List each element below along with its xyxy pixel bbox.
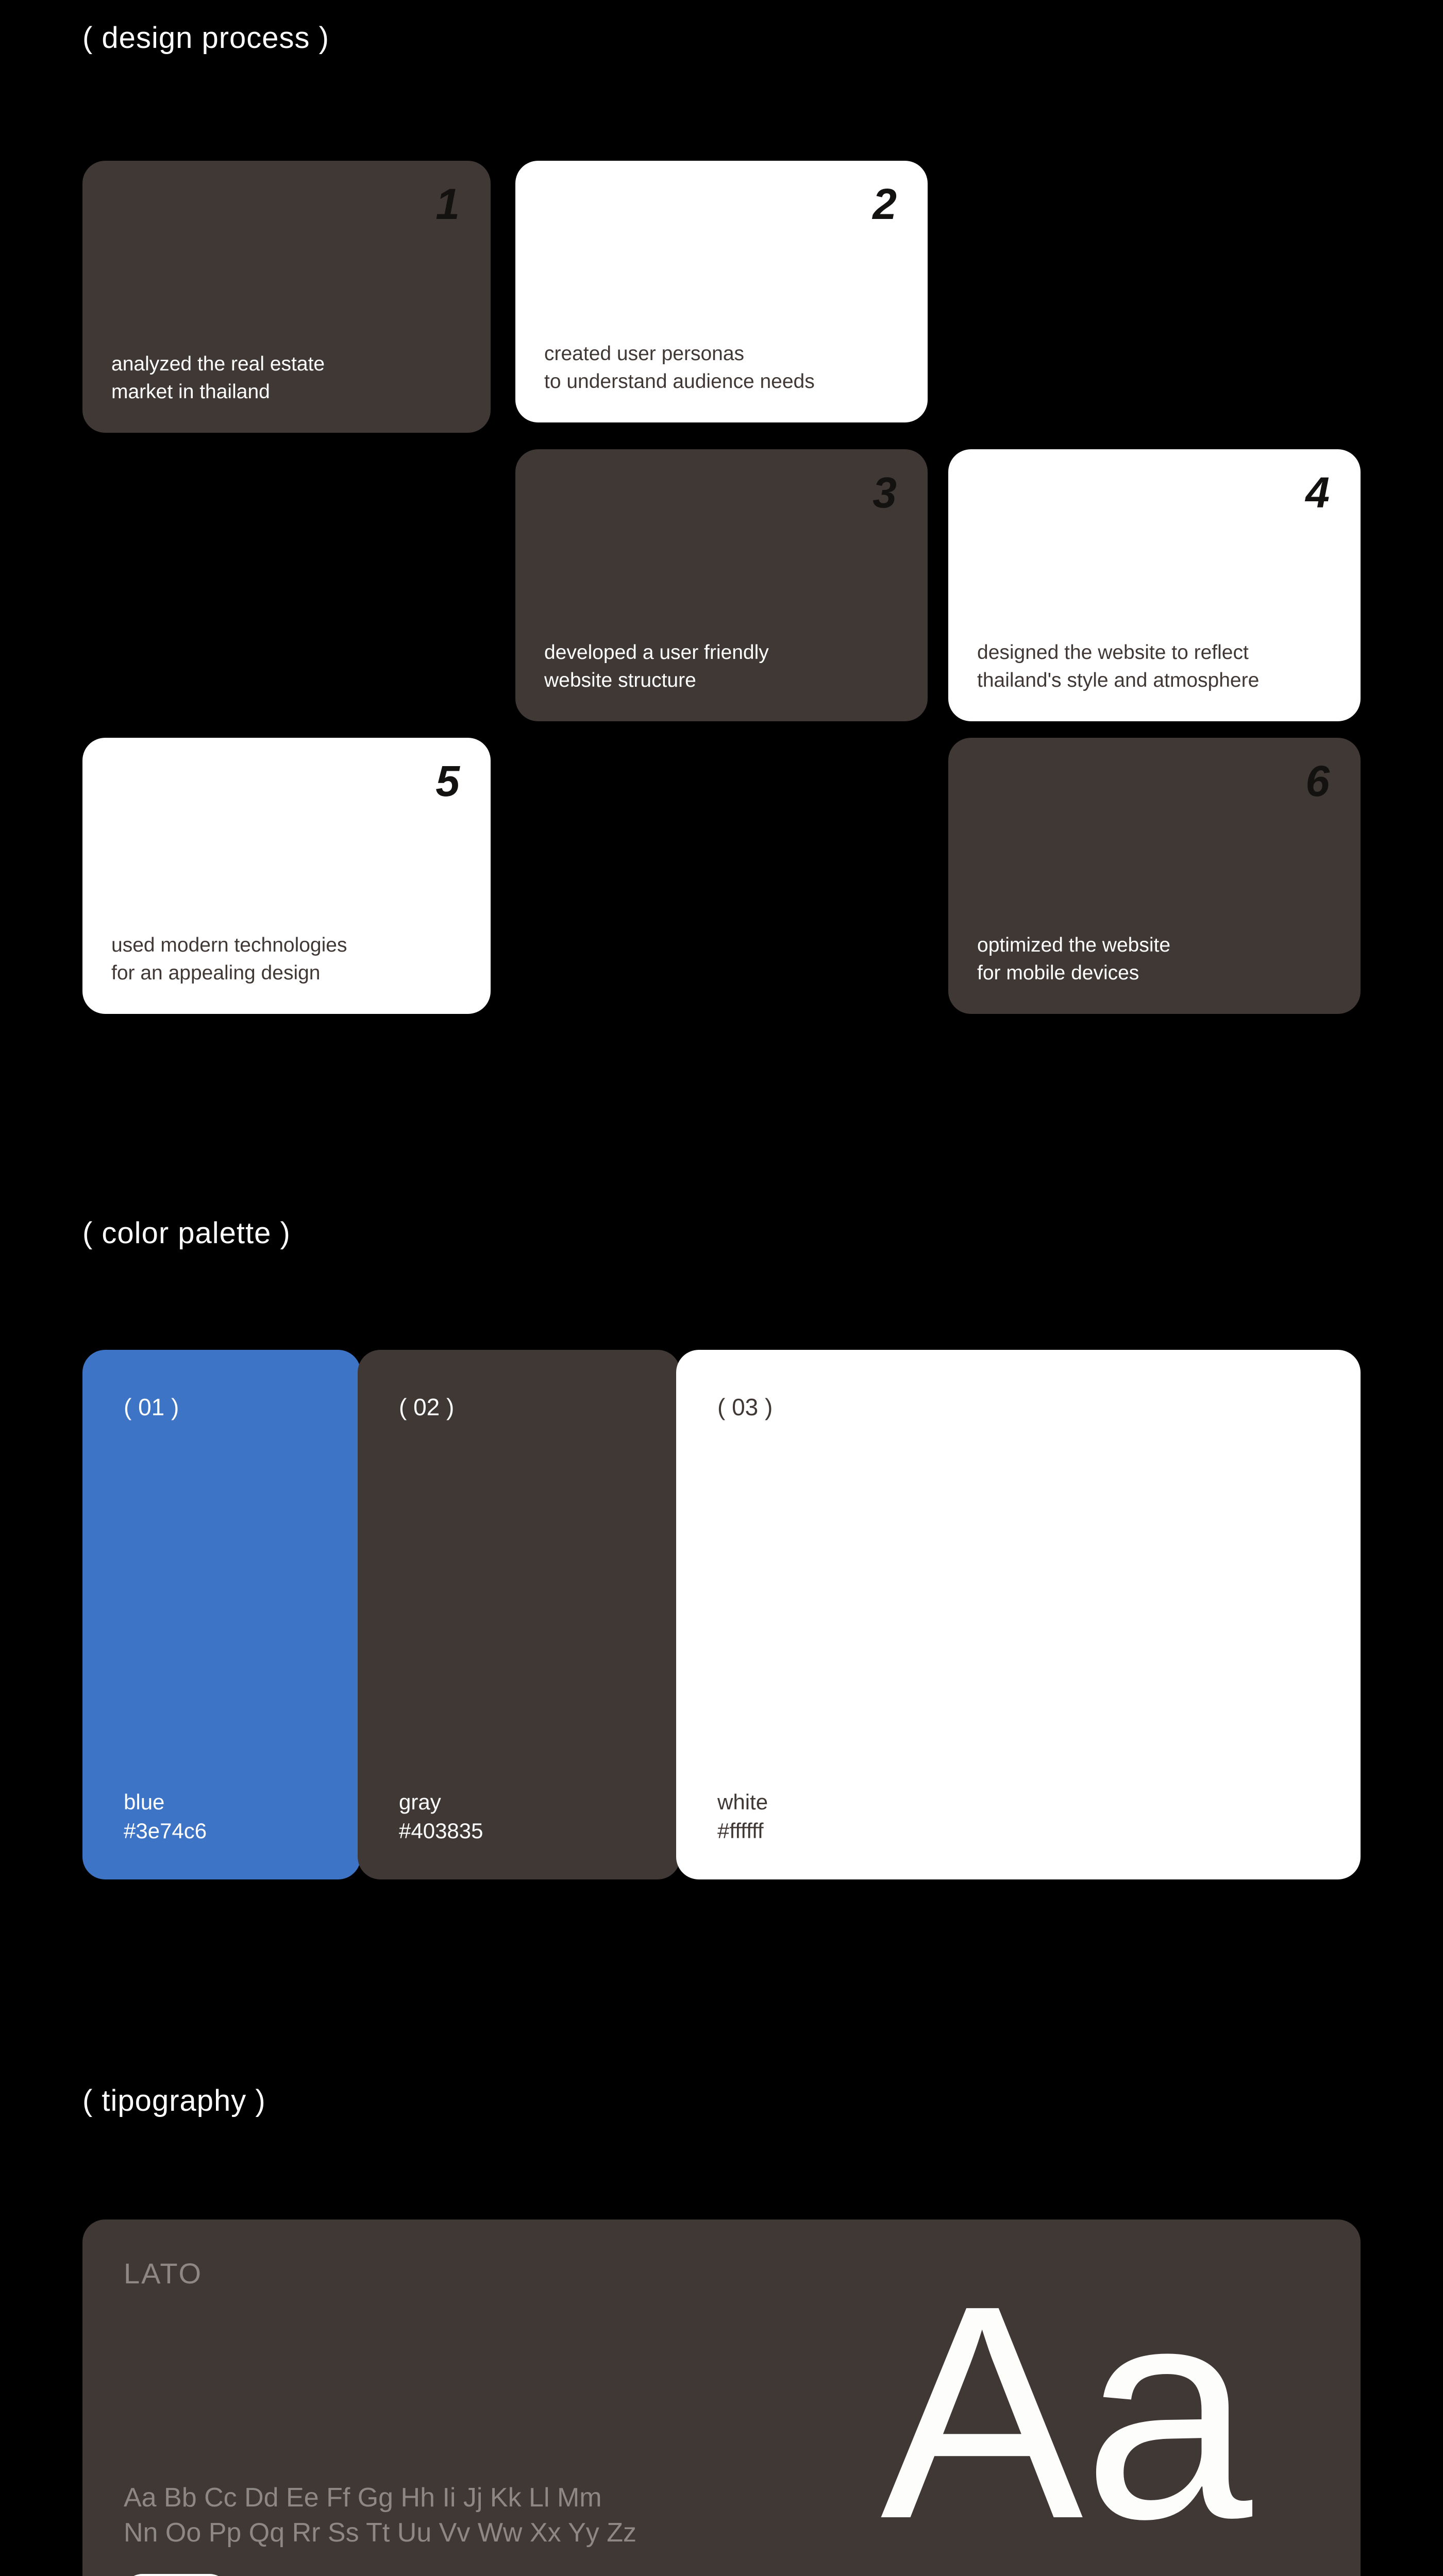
process-card-5: 5 used modern technologies for an appeal… xyxy=(82,738,491,1014)
process-card-text: analyzed the real estate market in thail… xyxy=(111,353,325,403)
process-card-3: 3 developed a user friendly website stru… xyxy=(515,449,928,721)
typography-title: ( tipography ) xyxy=(82,2084,266,2117)
swatch-meta: white #ffffff xyxy=(717,1788,768,1845)
font-name-label: LATO xyxy=(124,2257,203,2290)
color-palette-title: ( color palette ) xyxy=(82,1216,291,1250)
swatch-meta: gray #403835 xyxy=(399,1788,483,1845)
process-card-2: 2 created user personas to understand au… xyxy=(515,161,928,422)
process-card-number: 4 xyxy=(1305,468,1330,517)
color-swatch-gray: ( 02 ) gray #403835 xyxy=(358,1350,680,1879)
font-alphabet: Aa Bb Cc Dd Ee Ff Gg Hh Ii Jj Kk Ll Mm N… xyxy=(124,2483,636,2548)
font-weights-row: Regular Bold Italic Bold Italic xyxy=(124,2574,534,2576)
swatch-name: white xyxy=(717,1790,768,1814)
process-card-number: 1 xyxy=(435,180,460,228)
swatch-meta: blue #3e74c6 xyxy=(124,1788,207,1845)
process-card-number: 3 xyxy=(872,468,897,517)
weight-chip-regular[interactable]: Regular xyxy=(124,2574,228,2576)
process-card-4: 4 designed the website to reflect thaila… xyxy=(948,449,1361,721)
swatch-name: gray xyxy=(399,1790,441,1814)
process-card-number: 2 xyxy=(872,180,897,228)
swatch-hex: #3e74c6 xyxy=(124,1819,207,1843)
process-card-text: created user personas to understand audi… xyxy=(544,343,815,393)
process-card-number: 5 xyxy=(435,757,460,805)
font-card-lato: LATO Aa Aa Bb Cc Dd Ee Ff Gg Hh Ii Jj Kk… xyxy=(82,2219,1361,2576)
process-card-text: designed the website to reflect thailand… xyxy=(977,641,1260,691)
swatch-hex: #403835 xyxy=(399,1819,483,1843)
swatch-index: ( 03 ) xyxy=(717,1394,773,1420)
process-card-6: 6 optimized the website for mobile devic… xyxy=(948,738,1361,1014)
swatch-index: ( 02 ) xyxy=(399,1394,455,1420)
design-process-title: ( design process ) xyxy=(82,21,329,55)
process-card-number: 6 xyxy=(1305,757,1330,805)
font-specimen-aa: Aa xyxy=(880,2243,1252,2576)
process-card-text: optimized the website for mobile devices xyxy=(977,934,1171,984)
swatch-hex: #ffffff xyxy=(717,1819,764,1843)
color-swatch-white: ( 03 ) white #ffffff xyxy=(676,1350,1361,1879)
process-card-text: developed a user friendly website struct… xyxy=(544,641,769,691)
process-card-text: used modern technologies for an appealin… xyxy=(111,934,347,984)
swatch-index: ( 01 ) xyxy=(124,1394,179,1420)
swatch-name: blue xyxy=(124,1790,165,1814)
process-card-1: 1 analyzed the real estate market in tha… xyxy=(82,161,491,433)
color-swatch-blue: ( 01 ) blue #3e74c6 xyxy=(82,1350,361,1879)
